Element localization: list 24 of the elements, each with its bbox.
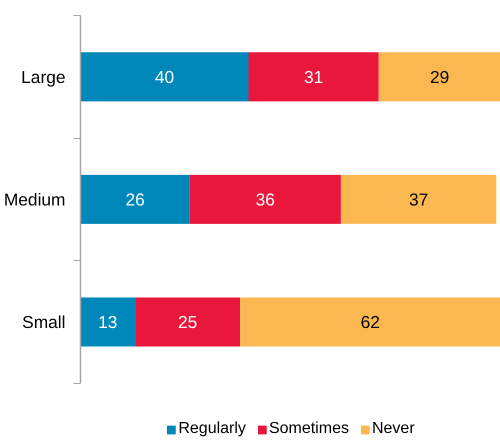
data-label: 29 [430, 66, 450, 87]
data-label: 37 [408, 189, 428, 210]
data-label: 13 [98, 312, 118, 332]
data-label: 25 [178, 312, 198, 332]
bar [378, 52, 500, 102]
bar [248, 52, 379, 102]
bar [80, 298, 136, 347]
data-label: 31 [304, 66, 324, 87]
bar [135, 298, 240, 347]
legend-label: Regularly [178, 420, 246, 438]
bar [240, 298, 500, 347]
y-tick-label: Medium [4, 189, 66, 210]
data-label: 62 [360, 312, 380, 332]
data-label: 36 [256, 189, 275, 210]
bar [340, 174, 496, 224]
data-label: 40 [154, 66, 174, 87]
bar [80, 52, 248, 102]
bar [80, 174, 190, 224]
legend-label: Sometimes [268, 420, 349, 438]
y-tick-label: Large [21, 66, 66, 87]
data-label: 26 [125, 189, 145, 210]
y-tick-label: Small [22, 312, 66, 332]
bar [190, 174, 341, 224]
legend-label: Never [372, 420, 415, 438]
